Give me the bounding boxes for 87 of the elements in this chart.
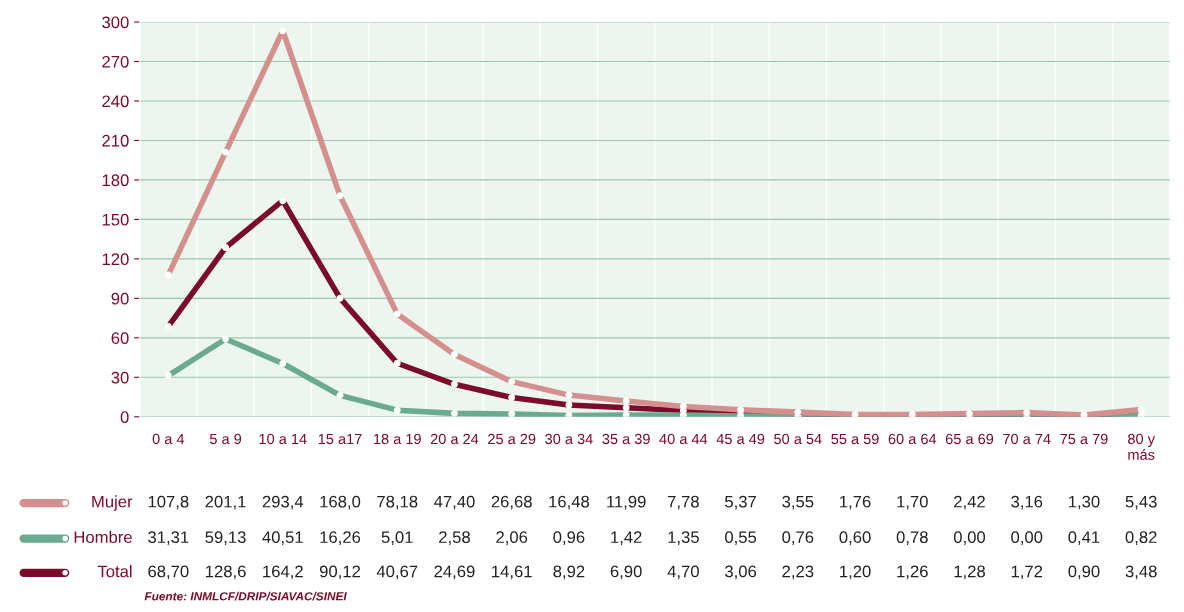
data-label: 3,48: [1125, 565, 1157, 580]
y-tick-label: 90: [111, 292, 129, 305]
x-tick-label: 60 a 64: [888, 433, 937, 445]
data-label: 2,06: [496, 531, 528, 545]
y-tick-label: 300: [102, 16, 129, 29]
x-tick-label: 45 a 49: [716, 433, 765, 445]
data-label: 2,58: [439, 531, 470, 545]
legend-label: Total: [97, 565, 132, 578]
data-label: 1,70: [897, 495, 928, 510]
data-label: 0,41: [1068, 531, 1100, 545]
data-label: 2,42: [954, 495, 985, 510]
x-tick-label: 20 a 24: [430, 433, 479, 445]
x-tick-label: 15 a17: [318, 433, 362, 445]
data-label: 1,28: [954, 565, 985, 580]
data-label: 164,2: [263, 565, 303, 580]
x-tick-label: 5 a 9: [209, 433, 242, 445]
y-tick-label: 210: [102, 134, 129, 147]
data-label: 0,96: [553, 531, 585, 545]
x-tick-label: 75 a 79: [1060, 433, 1108, 445]
y-tick-label: 240: [102, 95, 129, 108]
data-label: 168,0: [320, 495, 361, 510]
data-label: 4,70: [667, 565, 699, 580]
data-label: 5,37: [725, 495, 756, 510]
data-label: 1,20: [840, 565, 871, 580]
legend-label: Mujer: [92, 495, 133, 511]
data-label: 1,72: [1011, 565, 1043, 580]
x-tick-label: 10 a 14: [259, 433, 307, 445]
data-label: 11,99: [607, 495, 646, 510]
data-label: 0,82: [1125, 531, 1157, 545]
data-label: 0,78: [896, 531, 928, 545]
data-label: 1,30: [1069, 495, 1100, 510]
data-label: 0,90: [1068, 565, 1100, 580]
data-label: 3,16: [1011, 495, 1043, 510]
data-label: 6,90: [610, 565, 642, 580]
y-tick-label: 120: [102, 253, 129, 266]
x-tick-label: 30 a 34: [545, 433, 593, 445]
y-tick-label: 270: [102, 55, 129, 68]
data-label: 16,26: [320, 531, 361, 545]
data-label: 40,67: [376, 565, 418, 580]
legend-label: Hombre: [74, 530, 132, 544]
data-label: 5,43: [1125, 495, 1157, 510]
x-tick-label: 55 a 59: [831, 433, 879, 445]
data-label: 26,68: [491, 495, 532, 510]
data-label: 1,26: [897, 565, 928, 580]
data-label: 3,55: [782, 495, 814, 510]
y-tick-label: 150: [102, 213, 129, 226]
data-label: 3,06: [725, 565, 757, 580]
data-label: 0,76: [782, 531, 814, 545]
data-label: 1,42: [611, 531, 642, 545]
data-label: 24,69: [434, 565, 475, 580]
data-label: 14,61: [492, 565, 532, 580]
data-label: 1,35: [668, 531, 699, 545]
x-tick-label: 80 y más: [1128, 433, 1155, 460]
data-label: 78,18: [377, 495, 418, 510]
data-label: 90,12: [319, 565, 361, 580]
y-tick-label: 30: [111, 371, 129, 384]
data-label: 1,76: [840, 495, 871, 510]
data-label: 107,8: [148, 495, 189, 510]
y-tick-label: 0: [120, 411, 129, 423]
x-tick-label: 18 a 19: [374, 433, 421, 445]
data-label: 31,31: [148, 531, 189, 545]
data-label: 0,00: [953, 531, 986, 545]
x-tick-label: 50 a 54: [774, 433, 822, 445]
data-label: 201,1: [205, 495, 246, 510]
data-label: 2,23: [782, 565, 814, 580]
x-tick-label: 40 a 44: [659, 433, 708, 445]
x-tick-label: 0 a 4: [152, 433, 185, 445]
data-label: 0,60: [839, 531, 871, 545]
data-label: 0,55: [725, 531, 757, 545]
source-note: Fuente: INMLCF/DRIP/SIAVAC/SINEI: [144, 591, 347, 601]
x-tick-label: 70 a 74: [1003, 433, 1051, 445]
data-label: 293,4: [262, 495, 304, 510]
y-tick-label: 60: [111, 332, 129, 345]
data-label: 0,00: [1011, 531, 1043, 545]
data-label: 16,48: [549, 495, 590, 510]
x-tick-label: 35 a 39: [602, 433, 650, 445]
y-tick-label: 180: [102, 174, 129, 187]
data-label: 68,70: [148, 565, 189, 580]
data-label: 47,40: [433, 495, 475, 510]
data-label: 128,6: [205, 565, 246, 580]
data-label: 5,01: [381, 531, 413, 545]
data-label: 8,92: [553, 565, 585, 580]
data-label: 7,78: [668, 495, 699, 510]
data-label: 40,51: [262, 531, 303, 545]
x-tick-label: 25 a 29: [488, 433, 536, 445]
x-tick-label: 65 a 69: [945, 433, 994, 445]
data-label: 59,13: [205, 531, 246, 545]
